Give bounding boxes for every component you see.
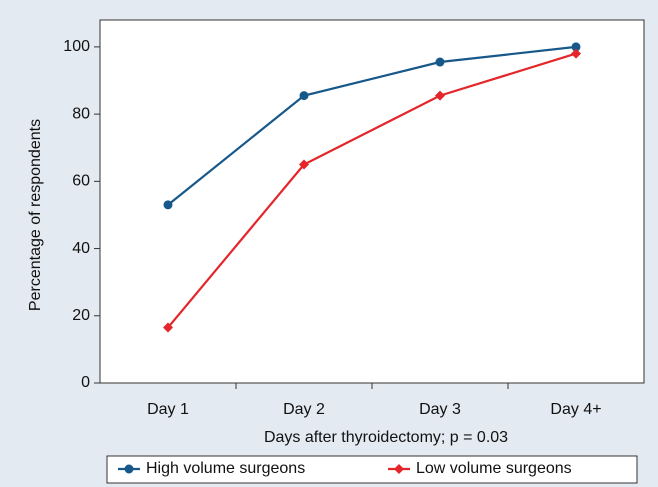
- y-tick-label: 80: [72, 105, 90, 122]
- legend-marker: [394, 464, 404, 474]
- point: [299, 159, 309, 170]
- y-tick-label: 100: [63, 38, 90, 55]
- y-tick-label: 0: [81, 374, 90, 391]
- point: [571, 42, 581, 52]
- plot-area: [99, 19, 645, 384]
- legend-label: Low volume surgeons: [416, 460, 572, 477]
- y-tick-label: 40: [72, 240, 90, 257]
- y-axis-label: Percentage of respondents: [27, 119, 44, 311]
- point: [435, 57, 445, 67]
- point: [571, 48, 581, 59]
- legend-label: High volume surgeons: [146, 460, 305, 477]
- point: [163, 322, 173, 333]
- point: [299, 91, 309, 101]
- series-line: [167, 52, 577, 329]
- series-line: [167, 45, 577, 206]
- x-tick-label: Day 4+: [550, 401, 601, 418]
- x-tick-label: Day 1: [147, 401, 189, 418]
- x-tick-label: Day 2: [283, 401, 325, 418]
- y-tick-label: 20: [72, 307, 90, 324]
- x-axis-label: Days after thyroidectomy; p = 0.03: [264, 429, 508, 446]
- x-tick-label: Day 3: [419, 401, 461, 418]
- legend-box: [106, 455, 638, 484]
- point: [435, 90, 445, 101]
- point: [163, 200, 173, 210]
- y-tick-label: 60: [72, 173, 90, 190]
- legend-marker: [124, 464, 134, 474]
